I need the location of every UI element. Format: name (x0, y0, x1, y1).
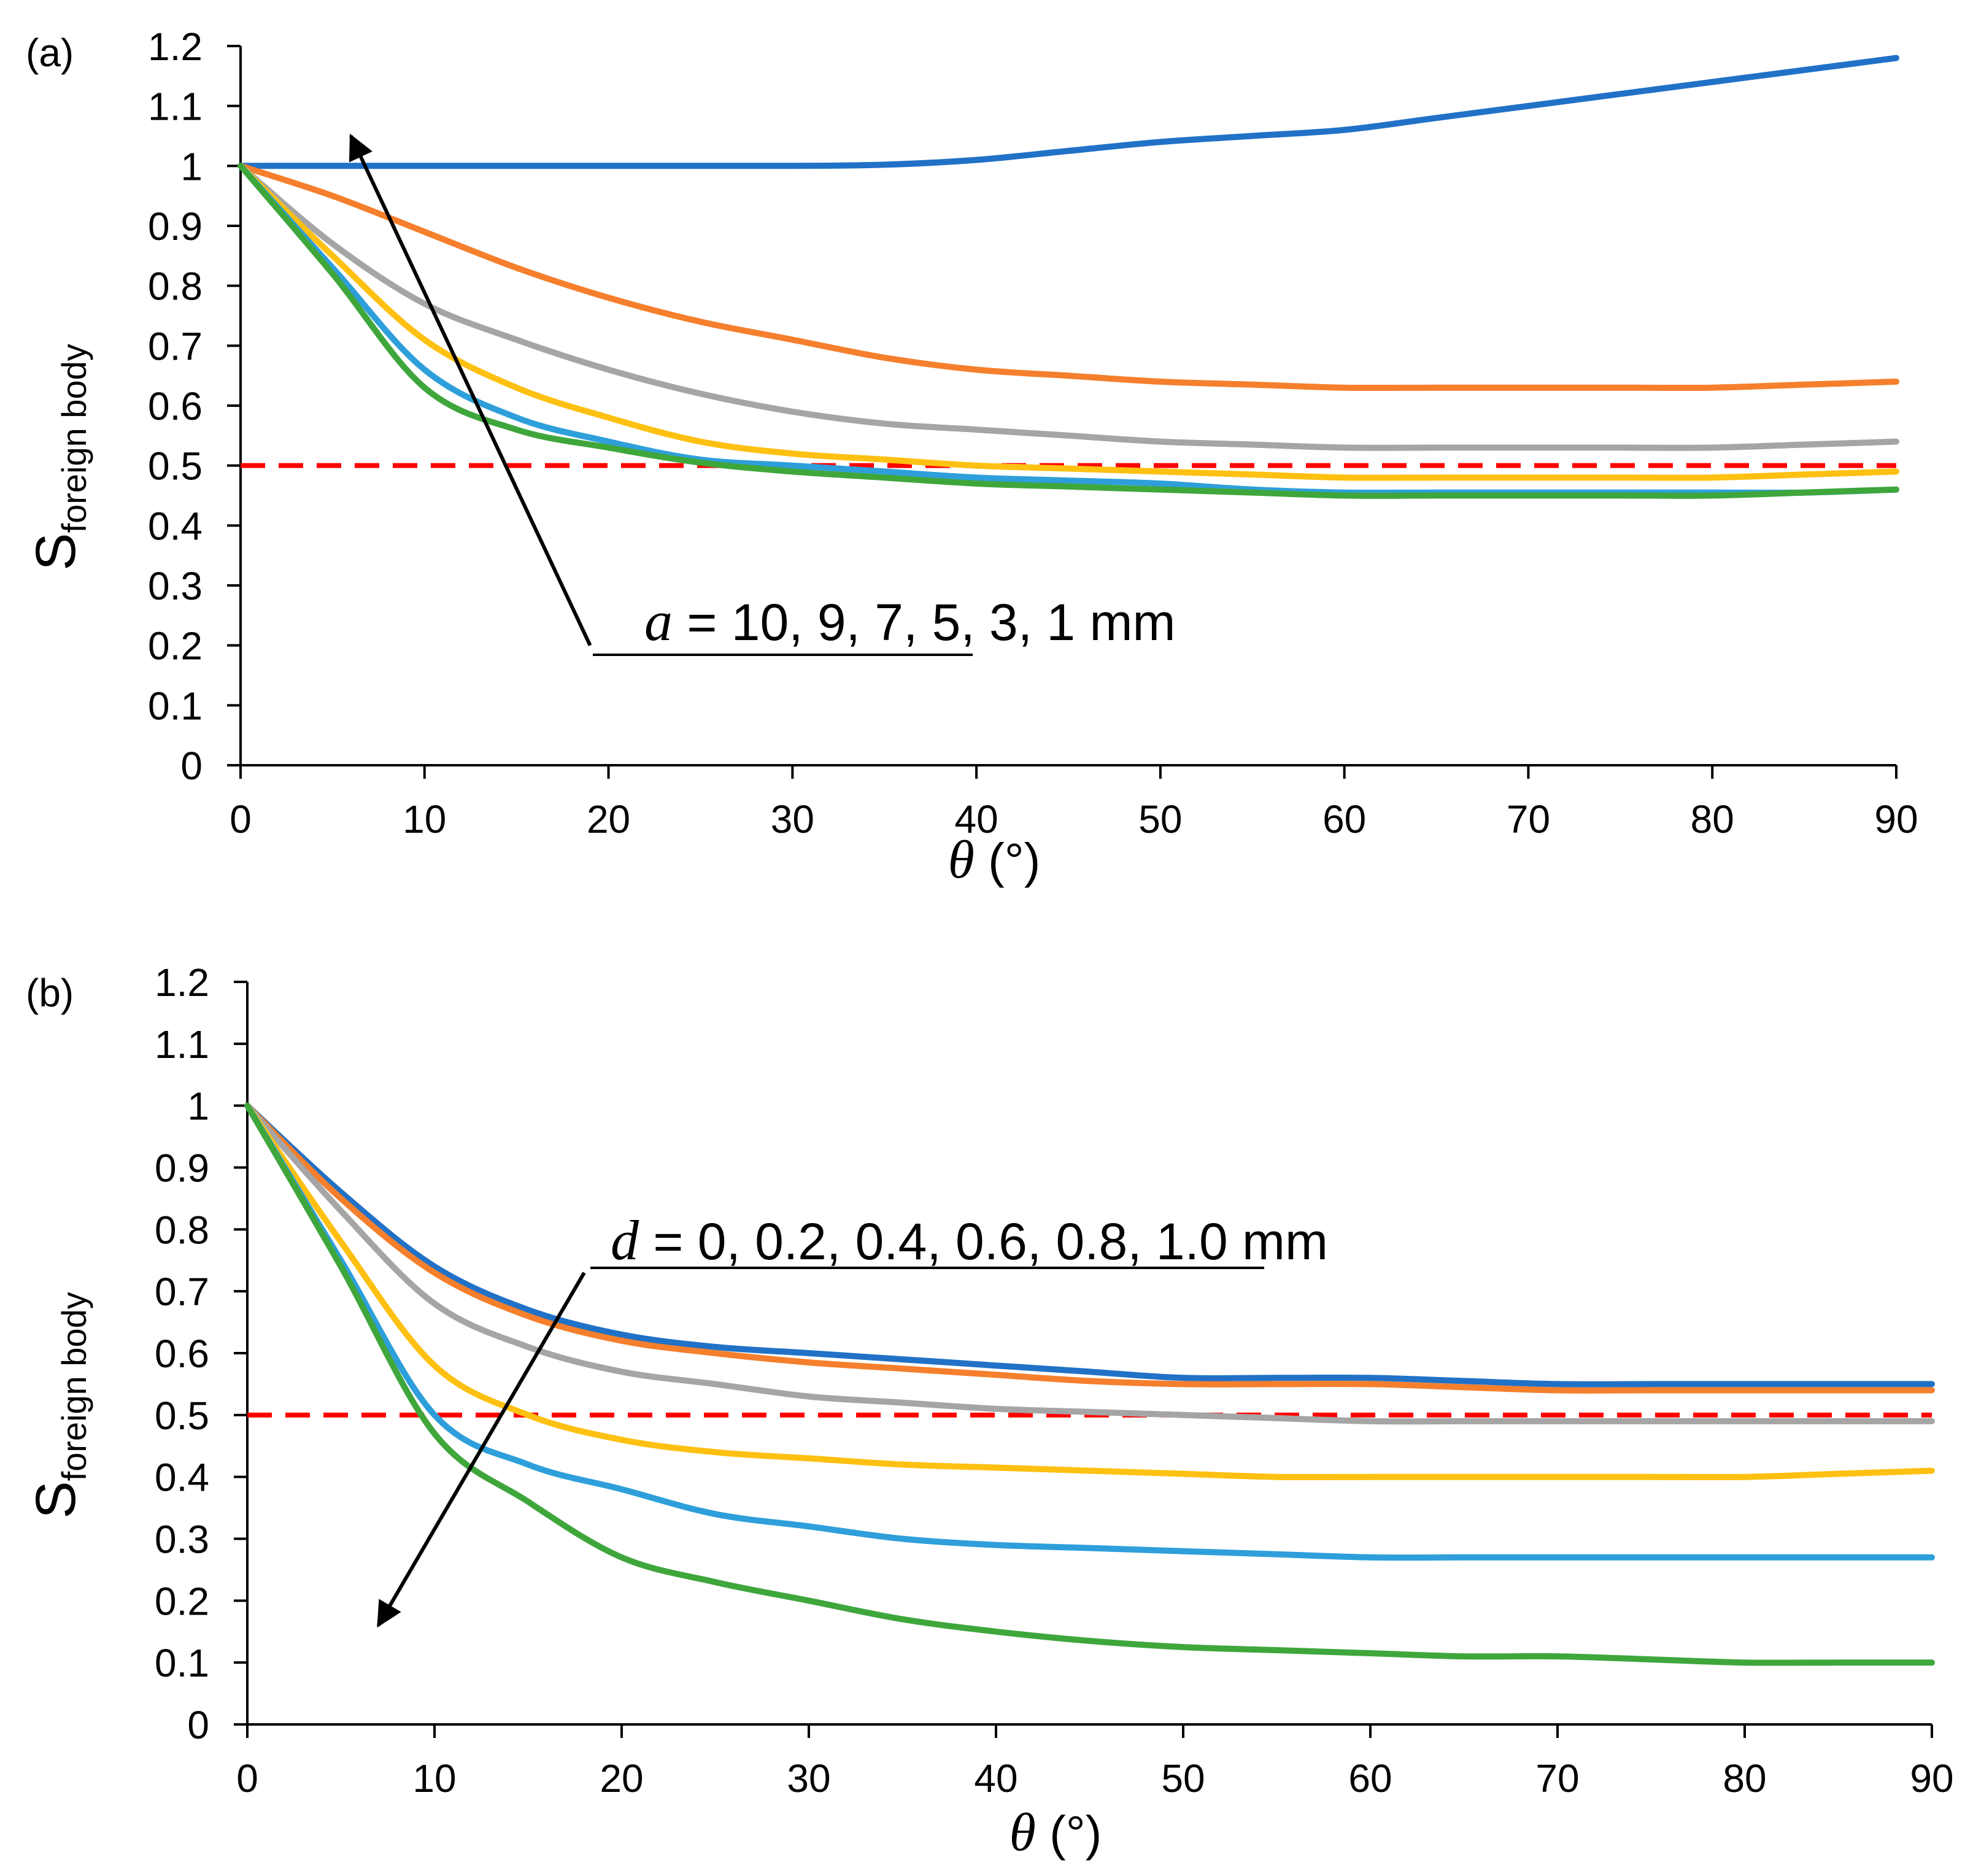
panel-a-y-tick-label: 0.9 (148, 204, 203, 249)
panel-b-annotation-arrow (376, 1272, 586, 1628)
panel-b-x-tick-label: 80 (1723, 1756, 1766, 1801)
panel-a-y-tick-label: 0.5 (148, 444, 203, 488)
panel-a-x-tick-label: 60 (1322, 797, 1366, 841)
panel-a-y-tick-label: 0.2 (148, 624, 203, 668)
panel-a-x-tick-label: 40 (955, 797, 998, 841)
panel-b-x-tick-label: 10 (412, 1756, 456, 1801)
panel-a-y-tick-label: 0.6 (148, 384, 203, 428)
panel-b-y-tick-label: 1.1 (155, 1022, 209, 1067)
panel-b-y-tick-label: 0.5 (155, 1394, 209, 1438)
panel-b-y-tick-label: 0.2 (155, 1579, 209, 1623)
panel-a-x-tick-label: 0 (230, 797, 252, 841)
panel-b-y-tick-label: 1.2 (155, 960, 209, 1005)
panel-a-x-tick-label: 10 (403, 797, 446, 841)
panel-a-annotation-values: = 10, 9, 7, 5, 3, 1 mm (673, 593, 1175, 651)
panel-b-x-tick-label: 50 (1161, 1756, 1205, 1801)
panel-b-annotation-symbol: d (611, 1209, 639, 1272)
panel-a-y-tick-label: 1.2 (148, 25, 203, 69)
panel-b-annotation: d = 0, 0.2, 0.4, 0.6, 0.8, 1.0 mm (376, 1209, 1328, 1628)
panel-b-series-line-4 (244, 1102, 1935, 1481)
panel-b-series-line-1 (244, 1102, 1935, 1388)
panel-a-ylabel-sub: foreign body (55, 344, 93, 533)
panel-a-y-tick-label: 1.1 (148, 85, 203, 129)
panel-b-x-tick-label: 70 (1535, 1756, 1579, 1801)
panel-a-annotation: a = 10, 9, 7, 5, 3, 1 mm (349, 133, 1175, 656)
panel-b-y-tick-label: 0.6 (155, 1332, 209, 1376)
panel-b-label: (b) (26, 971, 74, 1015)
panel-b-x-tick-label: 30 (787, 1756, 830, 1801)
panel-b-x-tick-label: 60 (1348, 1756, 1392, 1801)
panel-b-ylabel-main: S (25, 1481, 87, 1518)
panel-b-xlabel: θ (°) (1010, 1803, 1102, 1862)
panel-b-y-tick-label: 0.9 (155, 1146, 209, 1191)
panel-b: (b) Sforeign body θ (°) 0 0.1 0.2 0.3 0.4 0.5… (25, 960, 1954, 1862)
panel-a-series-line-3 (237, 163, 1899, 451)
panel-a-y-tick-label: 1 (180, 144, 203, 188)
panel-b-y-tick-label: 0.7 (155, 1270, 209, 1314)
panel-a-y-tick-label: 0.1 (148, 684, 203, 728)
panel-a-x-tick-label: 50 (1138, 797, 1182, 841)
panel-b-series (244, 1102, 1935, 1666)
panel-b-x-tick-label: 40 (974, 1756, 1017, 1801)
panel-a: (a) Sforeign body θ (°) 0 0.1 0.2 0.3 0.4 0.5… (25, 25, 1918, 890)
panel-a-annotation-symbol: a (644, 590, 673, 652)
panel-a-ylabel-main: S (25, 533, 87, 570)
panel-a-x-tick-label: 20 (587, 797, 630, 841)
panel-a-series (237, 55, 1899, 499)
panel-b-xlabel-symbol: θ (1010, 1803, 1036, 1862)
panel-a-series-line-4 (237, 163, 1899, 481)
panel-b-ylabel-sub: foreign body (55, 1292, 93, 1481)
panel-a-xlabel-unit: (°) (975, 833, 1041, 888)
panel-b-y-tick-label: 0.4 (155, 1456, 209, 1500)
panel-a-y-tick-label: 0.7 (148, 324, 203, 368)
panel-a-annotation-text: a = 10, 9, 7, 5, 3, 1 mm (644, 590, 1175, 652)
panel-a-x-tick-label: 30 (771, 797, 814, 841)
panel-b-x-tick-label: 0 (236, 1756, 258, 1801)
panel-b-series-line-6 (244, 1102, 1935, 1666)
panel-b-xlabel-unit: (°) (1036, 1806, 1102, 1861)
panel-b-series-line-2 (244, 1102, 1935, 1394)
panel-a-series-line-1 (237, 55, 1899, 169)
panel-a-axes: 0 0.1 0.2 0.3 0.4 0.5 0.6 0.7 0.8 0.9 1 1.1 1.2 0 10 20… (148, 25, 1918, 841)
panel-a-xlabel: θ (°) (948, 830, 1041, 890)
panel-a-xlabel-symbol: θ (948, 830, 975, 890)
panel-b-y-tick-label: 0.8 (155, 1208, 209, 1252)
panel-b-y-tick-label: 0.1 (155, 1641, 209, 1685)
panel-b-annotation-values: = 0, 0.2, 0.4, 0.6, 0.8, 1.0 mm (639, 1213, 1328, 1270)
panel-a-y-tick-label: 0.4 (148, 504, 203, 548)
panel-a-annotation-arrow (349, 133, 592, 646)
panel-b-ylabel: Sforeign body (25, 1292, 93, 1519)
panel-b-x-tick-label: 90 (1910, 1756, 1953, 1801)
panel-a-x-tick-label: 80 (1691, 797, 1734, 841)
panel-a-series-line-2 (237, 163, 1899, 392)
panel-b-y-tick-label: 0 (187, 1703, 209, 1747)
panel-a-ylabel: Sforeign body (25, 344, 93, 571)
panel-a-label: (a) (26, 31, 74, 75)
panel-a-x-tick-label: 70 (1507, 797, 1550, 841)
panel-b-axes: 0 0.1 0.2 0.3 0.4 0.5 0.6 0.7 0.8 0.9 1 1.1 1.2 0 10 20… (155, 960, 1954, 1801)
panel-a-y-tick-label: 0 (180, 744, 203, 788)
panel-b-series-line-5 (244, 1102, 1935, 1561)
panel-a-y-tick-label: 0.3 (148, 564, 203, 608)
panel-a-x-tick-label: 90 (1874, 797, 1918, 841)
panel-a-y-tick-label: 0.8 (148, 264, 203, 309)
panel-b-x-tick-label: 20 (600, 1756, 643, 1801)
panel-b-series-line-3 (244, 1102, 1935, 1425)
panel-b-annotation-text: d = 0, 0.2, 0.4, 0.6, 0.8, 1.0 mm (611, 1209, 1328, 1272)
panel-a-series-line-6 (237, 163, 1899, 499)
panel-b-y-tick-label: 1 (187, 1084, 209, 1129)
panel-b-y-tick-label: 0.3 (155, 1518, 209, 1562)
